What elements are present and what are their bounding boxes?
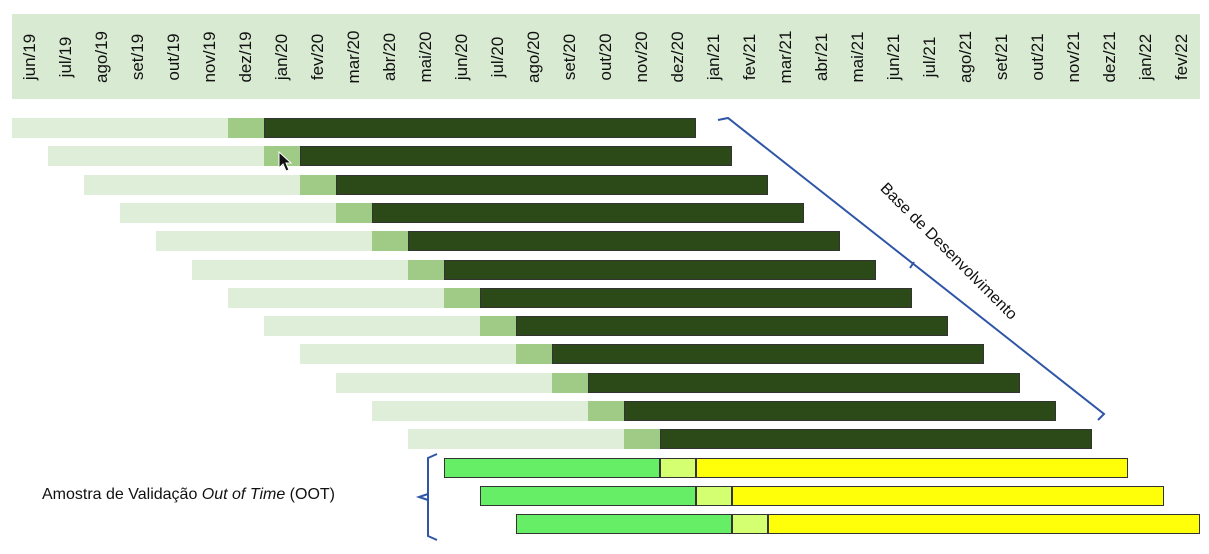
validation-label-prefix: Amostra de Validação [42,486,202,503]
development-row-history-segment [12,118,228,138]
validation-row-oot-history-segment [480,485,696,506]
development-row-performance-segment [264,118,696,138]
development-row-history-segment [192,259,408,280]
development-row-performance-segment [372,202,804,223]
development-bracket-tick [909,261,915,269]
development-row-performance-segment [336,174,768,195]
development-row-gap-segment [552,372,588,393]
development-row-history-segment [228,287,444,308]
development-row-gap-segment [588,401,624,421]
development-row-history-segment [120,202,336,223]
development-row-history-segment [336,372,552,393]
development-row-history-segment [84,174,300,195]
validation-bracket-tick [415,493,429,501]
development-row-history-segment [300,344,516,365]
validation-bracket [427,453,438,541]
development-row-performance-segment [516,316,948,337]
development-row-gap-segment [372,231,408,252]
development-row-history-segment [408,429,624,450]
validation-row-oot-performance-segment [696,457,1128,478]
development-row-gap-segment [228,118,264,138]
development-row-performance-segment [552,344,984,365]
month-header: jun/19 jul/19 ago/19 set/19 out/19 nov/19 dez/… [12,14,1200,99]
development-row-gap-segment [300,174,336,195]
development-row-history-segment [372,401,588,421]
validation-row-oot-gap-segment [732,514,768,535]
validation-row-oot-gap-segment [696,485,732,506]
validation-row-oot-gap-segment [660,457,696,478]
development-row-gap-segment [444,287,480,308]
development-bracket [717,116,1106,421]
development-row-performance-segment [444,259,876,280]
development-row-performance-segment [660,429,1092,450]
validation-row-oot-performance-segment [732,485,1164,506]
validation-row-oot-history-segment [516,514,732,535]
development-row-gap-segment [408,259,444,280]
validation-row-oot-history-segment [444,457,660,478]
development-row-performance-segment [588,372,1020,393]
development-row-history-segment [48,146,264,167]
development-row-history-segment [156,231,372,252]
development-row-gap-segment [336,202,372,223]
development-row-gap-segment [516,344,552,365]
development-row-history-segment [264,316,480,337]
development-row-gap-segment [624,429,660,450]
development-row-performance-segment [300,146,732,167]
validation-row-oot-performance-segment [768,514,1200,535]
validation-label-italic: Out of Time [201,486,286,503]
development-row-performance-segment [408,231,840,252]
development-row-gap-segment [480,316,516,337]
validation-label-suffix: (OOT) [285,486,335,503]
development-row-performance-segment [624,401,1056,421]
validation-label: Amostra de Validação Out of Time (OOT) [42,486,335,504]
development-row-performance-segment [480,287,912,308]
